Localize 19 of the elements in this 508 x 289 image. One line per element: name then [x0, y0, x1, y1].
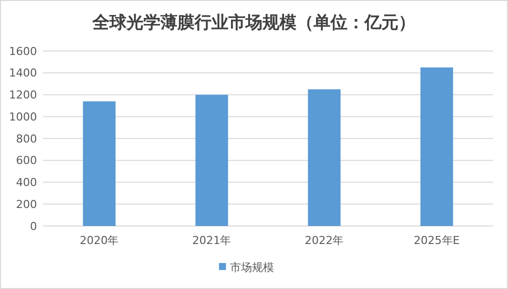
x-tick-label: 2022年: [304, 234, 344, 247]
y-tick-label: 400: [16, 176, 37, 190]
x-tick-label: 2020年: [80, 234, 119, 247]
bar: [195, 94, 228, 226]
chart-title: 全球光学薄膜行业市场规模（单位：亿元）: [92, 13, 416, 33]
y-tick-label: 200: [16, 198, 37, 211]
y-tick-label: 0: [30, 220, 37, 233]
y-tick-label: 1200: [9, 88, 37, 102]
y-tick-label: 1600: [9, 44, 37, 58]
bar: [420, 67, 454, 226]
y-tick-label: 1000: [9, 110, 37, 124]
bar: [308, 89, 341, 226]
y-tick-label: 600: [16, 154, 37, 168]
y-tick-label: 800: [16, 132, 37, 146]
x-tick-label: 2025年E: [414, 234, 460, 247]
legend-label: 市场规模: [230, 261, 274, 274]
y-tick-label: 1400: [9, 66, 37, 80]
bar: [82, 101, 116, 226]
x-tick-label: 2021年: [192, 234, 232, 247]
